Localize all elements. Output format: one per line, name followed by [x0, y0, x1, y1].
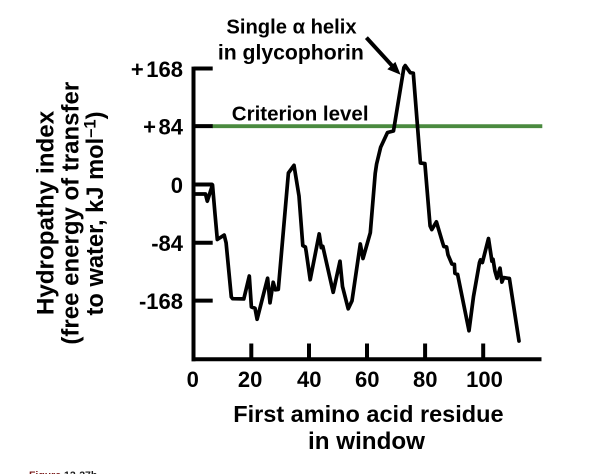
svg-text:(free energy of transfer: (free energy of transfer	[57, 82, 84, 345]
svg-text:40: 40	[297, 367, 321, 392]
svg-text:0: 0	[171, 173, 183, 198]
svg-text:100: 100	[466, 367, 503, 392]
svg-text:in glycophorin: in glycophorin	[218, 42, 364, 65]
svg-text:Hydropathy index: Hydropathy index	[32, 110, 59, 315]
svg-text:+168: +168	[131, 57, 183, 82]
svg-text:in window: in window	[308, 428, 425, 455]
svg-text:+84: +84	[143, 114, 184, 139]
svg-text:Single α helix: Single α helix	[226, 17, 357, 39]
svg-text:0: 0	[187, 367, 199, 392]
svg-text:to water, kJ mol–1): to water, kJ mol–1)	[81, 112, 109, 316]
svg-text:-168: -168	[139, 289, 183, 314]
svg-text:Figure 12-27b: Figure 12-27b	[29, 470, 97, 474]
svg-text:80: 80	[413, 367, 437, 392]
svg-text:20: 20	[238, 367, 262, 392]
svg-text:Criterion level: Criterion level	[232, 103, 369, 126]
svg-text:-84: -84	[151, 231, 184, 256]
svg-text:First amino acid residue: First amino acid residue	[233, 401, 503, 427]
svg-text:60: 60	[355, 367, 379, 392]
